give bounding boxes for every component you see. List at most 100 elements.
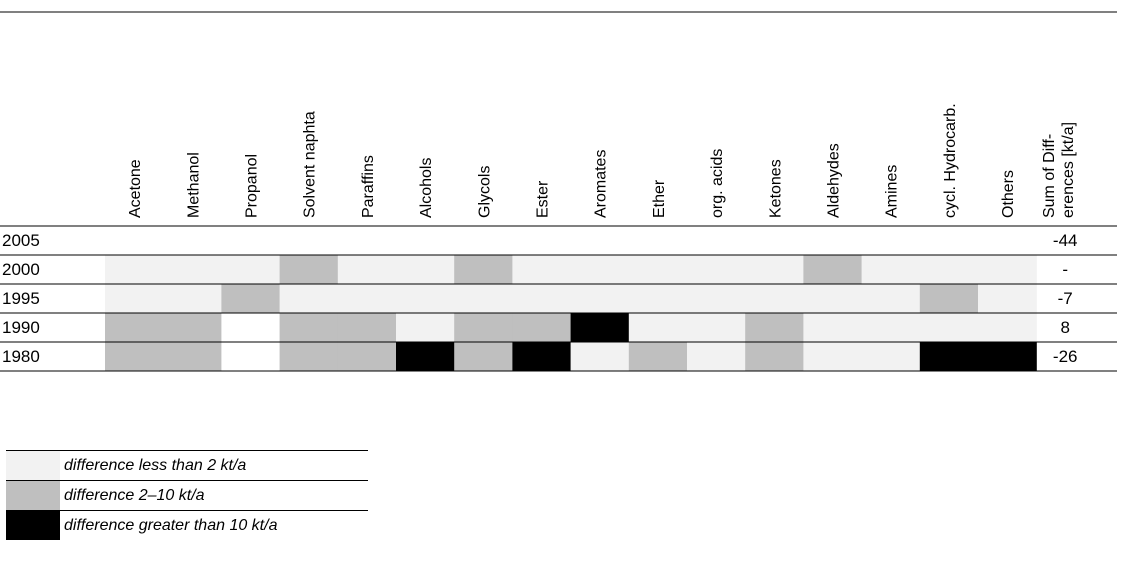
column-header: Acetone: [127, 159, 144, 218]
heatmap-cell: [861, 255, 921, 284]
legend-item: difference 2–10 kt/a: [6, 480, 368, 510]
heatmap-cell: [803, 342, 863, 371]
heatmap-cell: [570, 284, 630, 313]
heatmap-cell: [221, 284, 281, 313]
heatmap-cell: [919, 284, 979, 313]
column-header: Ether: [651, 179, 668, 218]
heatmap-cell: [570, 342, 630, 371]
column-header: Ketones: [767, 159, 784, 218]
sum-header: erences [kt/a]: [1060, 122, 1077, 218]
heatmap-cell: [861, 313, 921, 342]
heatmap-cell: [396, 284, 455, 313]
heatmap-cell: [919, 342, 979, 371]
row-sum-value: -26: [1053, 347, 1078, 366]
legend: difference less than 2 kt/a difference 2…: [6, 450, 368, 540]
heatmap-cell: [803, 255, 863, 284]
heatmap-cell: [105, 342, 164, 371]
legend-label: difference 2–10 kt/a: [64, 486, 205, 504]
heatmap-cell: [861, 342, 921, 371]
row-sum-value: -7: [1058, 289, 1073, 308]
legend-item: difference less than 2 kt/a: [6, 450, 368, 480]
heatmap-cell: [745, 255, 804, 284]
heatmap-cell: [687, 342, 746, 371]
heatmap-cell: [279, 313, 339, 342]
legend-swatch-high: [6, 511, 60, 540]
heatmap-cell: [745, 313, 804, 342]
heatmap-cell: [337, 284, 397, 313]
heatmap-cell: [454, 342, 513, 371]
heatmap-cell: [978, 313, 1037, 342]
column-header: Paraffins: [360, 155, 377, 218]
legend-swatch-low: [6, 451, 60, 480]
heatmap-cell: [512, 255, 572, 284]
heatmap-cell: [454, 284, 513, 313]
heatmap-cell: [687, 284, 746, 313]
heatmap-cell: [279, 342, 339, 371]
heatmap-cell: [105, 255, 164, 284]
heatmap-cell: [512, 313, 572, 342]
column-header: Amines: [884, 165, 901, 218]
row-year-label: 2005: [2, 231, 40, 250]
heatmap-chart: Acetone Methanol Propanol Solvent naphta Par…: [0, 11, 1117, 372]
heatmap-cell: [919, 313, 979, 342]
row-year-label: 2000: [2, 260, 40, 279]
heatmap-cell: [570, 255, 630, 284]
heatmap-cell: [570, 313, 630, 342]
row-sum-value: 8: [1060, 318, 1069, 337]
row-sum-value: -: [1062, 260, 1068, 279]
heatmap-cell: [628, 342, 688, 371]
heatmap-cell: [745, 342, 804, 371]
sum-header: Sum of Diff-: [1041, 134, 1058, 218]
legend-label: difference less than 2 kt/a: [64, 456, 247, 474]
column-header: Methanol: [185, 152, 202, 218]
heatmap-cell: [978, 342, 1037, 371]
legend-item: difference greater than 10 kt/a: [6, 510, 368, 540]
heatmap-cell: [628, 313, 688, 342]
heatmap-cell: [163, 342, 222, 371]
heatmap-cell: [978, 284, 1037, 313]
legend-label: difference greater than 10 kt/a: [64, 516, 278, 534]
heatmap-cell: [221, 313, 281, 342]
row-year-label: 1995: [2, 289, 40, 308]
heatmap-cell: [221, 342, 281, 371]
heatmap-cell: [919, 255, 979, 284]
heatmap-cell: [454, 255, 513, 284]
heatmap-cell: [279, 255, 339, 284]
heatmap-cell: [337, 342, 397, 371]
column-header: org. acids: [709, 149, 726, 218]
column-header: Aldehydes: [826, 143, 843, 218]
heatmap-cell: [279, 284, 339, 313]
row-sum-value: -44: [1053, 231, 1078, 250]
heatmap-cell: [745, 284, 804, 313]
heatmap-cell: [396, 313, 455, 342]
heatmap-cell: [163, 255, 222, 284]
heatmap-cell: [105, 313, 164, 342]
row-year-label: 1990: [2, 318, 40, 337]
heatmap-cell: [803, 284, 863, 313]
heatmap-cell: [396, 342, 455, 371]
heatmap-cell: [163, 284, 222, 313]
heatmap-cell: [512, 342, 572, 371]
heatmap-cell: [628, 284, 688, 313]
heatmap-cell: [861, 284, 921, 313]
column-header: Glycols: [476, 166, 493, 218]
heatmap-cell: [454, 313, 513, 342]
column-header: Ester: [535, 180, 552, 218]
heatmap-cell: [803, 313, 863, 342]
heatmap-cell: [687, 313, 746, 342]
row-year-label: 1980: [2, 347, 40, 366]
column-header: Others: [1000, 170, 1017, 218]
heatmap-cell: [396, 255, 455, 284]
column-header: cycl. Hydrocarb.: [942, 103, 959, 218]
column-header: Aromates: [593, 150, 610, 218]
column-header: Alcohols: [418, 158, 435, 218]
heatmap-cell: [163, 313, 222, 342]
legend-swatch-mid: [6, 481, 60, 510]
heatmap-cell: [337, 313, 397, 342]
column-header: Propanol: [244, 154, 261, 218]
heatmap-cell: [628, 255, 688, 284]
heatmap-cell: [337, 255, 397, 284]
heatmap-cell: [512, 284, 572, 313]
heatmap-cell: [221, 255, 281, 284]
heatmap-cell: [687, 255, 746, 284]
